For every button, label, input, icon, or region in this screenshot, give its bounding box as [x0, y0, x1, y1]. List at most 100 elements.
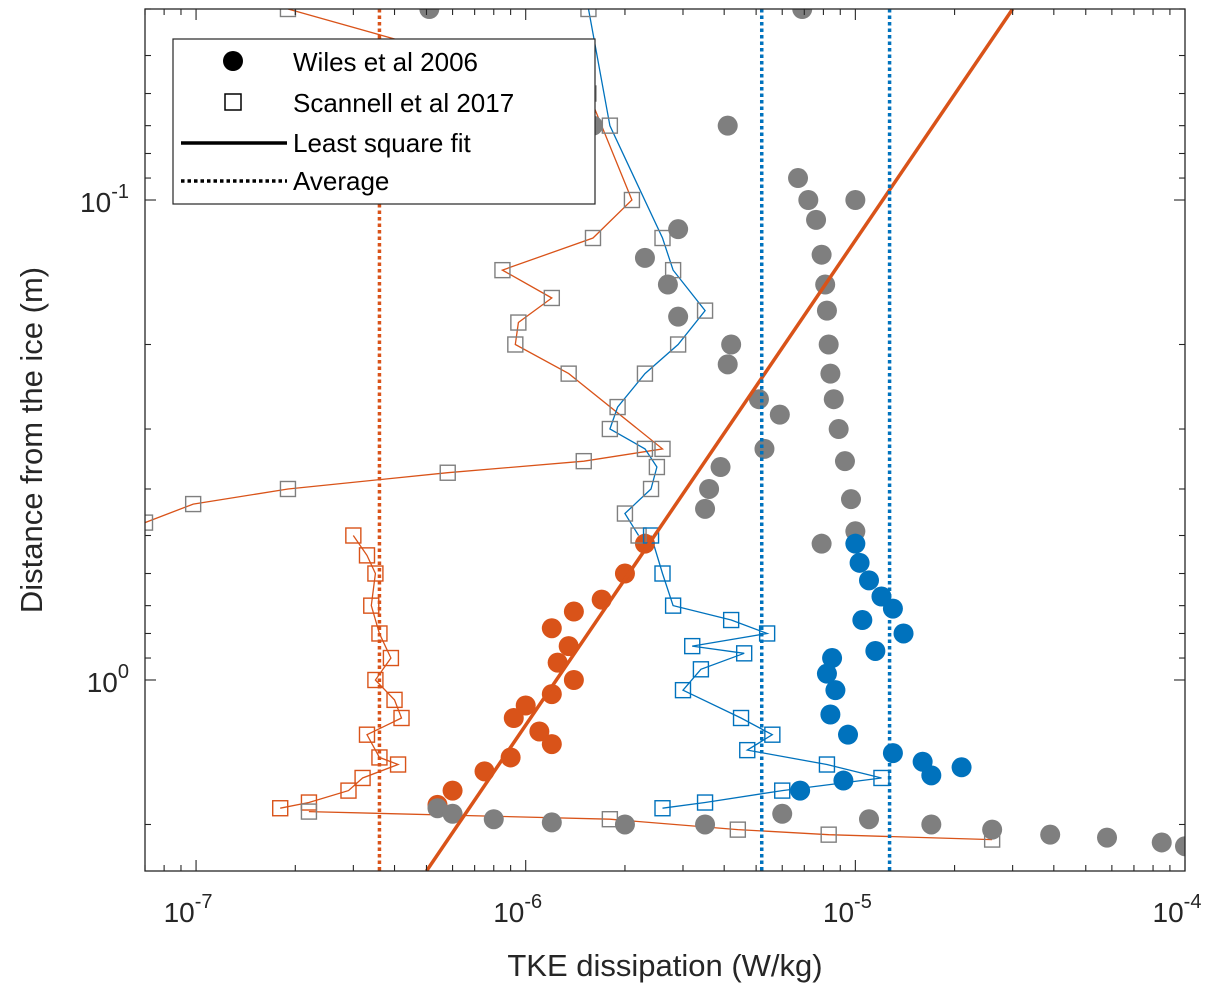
series-0-point-10 [721, 334, 742, 355]
series-2-point-11 [820, 704, 841, 725]
series-5-point-12 [279, 480, 297, 498]
series-8-point-4 [758, 625, 776, 642]
series-2-point-17 [833, 770, 854, 791]
series-1-point-7 [823, 389, 844, 410]
series-4-point-5 [695, 814, 716, 835]
legend-symbol-square [224, 93, 242, 111]
series-2-point-0 [845, 533, 866, 554]
series-6-point-8 [601, 420, 619, 438]
series-8-point-6 [735, 645, 753, 662]
series-7-point-12 [354, 769, 371, 787]
series-1-point-4 [816, 300, 837, 321]
series-2-point-4 [882, 598, 903, 619]
series-7-point-9 [358, 726, 376, 743]
series-0-point-3 [717, 115, 738, 136]
series-4-point-9 [982, 819, 1003, 840]
series-2-point-13 [882, 743, 903, 764]
series-2-point-2 [858, 570, 879, 591]
series-0-point-5 [845, 190, 866, 211]
series-6-point-6 [636, 365, 654, 382]
series-3-point-1 [614, 563, 635, 584]
series-0-point-18 [811, 533, 832, 554]
series-7-point-11 [389, 756, 407, 773]
series-6-point-0 [580, 9, 597, 18]
legend-label-0: Wiles et al 2006 [293, 47, 478, 77]
series-4-point-7 [858, 809, 879, 830]
x-tick-label-2: 10-5 [823, 891, 872, 928]
legend-box [172, 38, 596, 205]
y-axis-label: Distance from the ice (m) [14, 267, 49, 613]
series-3-point-11 [529, 721, 550, 742]
series-0-point-0 [419, 9, 440, 19]
series-7-point-0 [345, 527, 362, 544]
series-1-point-6 [820, 363, 841, 384]
series-6-point-5 [669, 336, 687, 353]
series-3-point-12 [541, 734, 562, 755]
series-7-point-8 [393, 709, 410, 727]
series-9-point-1 [601, 811, 619, 828]
series-0-point-13 [769, 404, 790, 425]
series-3-point-5 [558, 636, 579, 657]
series-4-point-13 [1175, 836, 1185, 857]
series-6-point-1 [601, 117, 619, 134]
series-9-point-0 [300, 803, 318, 820]
series-6-point-12 [616, 505, 634, 522]
series-7-point-3 [363, 597, 380, 614]
series-5-point-11 [439, 464, 456, 481]
x-tick-label-1: 10-6 [493, 891, 542, 928]
series-5-point-0 [279, 9, 297, 18]
series-1-point-5 [818, 334, 839, 355]
series-8-point-9 [732, 709, 750, 727]
series-8-point-7 [692, 661, 710, 678]
legend-symbol-circle [223, 51, 243, 71]
series-7-point-7 [386, 691, 403, 709]
series-5-point-9 [654, 440, 671, 458]
series-3-point-6 [547, 652, 568, 673]
series-0-point-8 [657, 274, 678, 295]
chart-marks [145, 9, 1185, 871]
series-5-point-2 [623, 191, 641, 209]
series-2-point-6 [893, 623, 914, 644]
plot-area [145, 9, 1185, 871]
series-7-point-13 [340, 782, 357, 799]
series-6-point-4 [696, 302, 714, 319]
series-6-point-3 [664, 261, 682, 279]
series-2-point-12 [838, 724, 859, 745]
series-4-point-12 [1151, 832, 1172, 853]
series-1-point-10 [840, 489, 861, 510]
series-2-point-18 [790, 780, 811, 801]
series-9-point-4 [983, 831, 1001, 848]
series-3-point-2 [591, 589, 612, 610]
legend-label-3: Average [293, 166, 389, 196]
series-5-point-6 [510, 314, 527, 331]
series-8-point-8 [674, 681, 692, 699]
axes-frame [144, 8, 1186, 872]
series-8-point-11 [739, 741, 756, 759]
series-8-point-12 [818, 756, 836, 773]
series-8-point-14 [774, 782, 791, 799]
series-4-point-11 [1097, 827, 1118, 848]
y-tick-label-0: 10-1 [80, 181, 129, 218]
series-1-point-9 [834, 451, 855, 472]
series-6-point-9 [636, 440, 654, 458]
series-0-point-4 [788, 168, 809, 189]
series-5-point-13 [184, 495, 202, 513]
series-3-point-10 [503, 707, 524, 728]
series-5-line [145, 9, 665, 524]
series-2-point-9 [816, 663, 837, 684]
series-7-point-14 [300, 794, 318, 811]
series-8-point-15 [696, 794, 714, 811]
fit-line [425, 9, 1015, 871]
series-1-point-0 [798, 190, 819, 211]
series-4-point-1 [442, 803, 463, 824]
series-2-point-5 [852, 610, 873, 631]
series-6-point-2 [654, 229, 671, 247]
series-0-point-15 [710, 457, 731, 478]
series-2-point-15 [951, 757, 972, 778]
series-4-point-0 [427, 798, 448, 819]
series-4-point-3 [541, 812, 562, 833]
series-0-point-14 [754, 438, 775, 459]
series-0-point-1 [792, 9, 813, 19]
series-8-point-5 [684, 637, 701, 655]
series-8-line [650, 535, 882, 809]
